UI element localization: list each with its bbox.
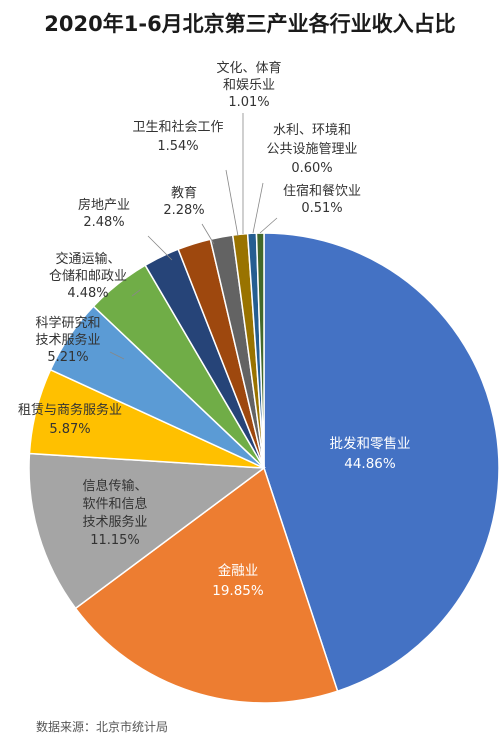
slice-category-label: 卫生和社会工作 xyxy=(132,119,223,135)
slice-category-label: 文化、体育 xyxy=(216,60,281,76)
slice-value-label: 1.01% xyxy=(228,95,269,110)
slice-category-label: 水利、环境和 xyxy=(273,123,351,138)
slice-value-label: 5.87% xyxy=(49,422,90,437)
leader-line xyxy=(225,169,239,237)
slice-value-label: 11.15% xyxy=(90,533,140,548)
chart-title: 2020年1-6月北京第三产业各行业收入占比 xyxy=(44,12,456,36)
slice-value-label: 44.86% xyxy=(344,456,396,472)
leader-line xyxy=(252,182,264,234)
leader-line xyxy=(109,351,125,360)
pie-slice xyxy=(28,452,267,610)
slice-value-label: 0.51% xyxy=(301,201,342,216)
slice-value-label: 2.28% xyxy=(163,203,204,218)
slice-value-label: 19.85% xyxy=(212,583,264,599)
pie-slice xyxy=(263,232,500,693)
slice-value-label: 1.54% xyxy=(157,139,198,154)
leader-line xyxy=(201,223,215,245)
slice-category-label: 仓储和邮政业 xyxy=(49,269,127,284)
slice-category-label: 租赁与商务服务业 xyxy=(18,402,122,418)
slice-value-label: 5.21% xyxy=(47,350,88,365)
slice-category-label: 交通运输、 xyxy=(55,251,120,267)
slice-category-label: 技术服务业 xyxy=(82,514,147,530)
data-source-note: 数据来源：北京市统计局 xyxy=(36,720,169,734)
leader-line xyxy=(259,217,278,234)
slice-category-label: 住宿和餐饮业 xyxy=(283,183,361,199)
slice-category-label: 房地产业 xyxy=(78,197,130,213)
leader-line xyxy=(131,289,141,297)
pie-slice xyxy=(74,466,339,704)
slice-value-label: 2.48% xyxy=(83,215,124,230)
slice-category-label: 和娱乐业 xyxy=(223,78,275,93)
slice-category-label: 金融业 xyxy=(218,563,259,579)
slice-category-label: 软件和信息 xyxy=(82,496,147,512)
slice-value-label: 4.48% xyxy=(67,286,108,301)
slice-category-label: 科学研究和 xyxy=(35,315,100,331)
slice-category-label: 批发和零售业 xyxy=(330,436,411,452)
slice-category-label: 公共设施管理业 xyxy=(266,142,357,157)
slice-category-label: 技术服务业 xyxy=(35,332,100,348)
slice-category-label: 教育 xyxy=(171,185,197,201)
slice-category-label: 信息传输、 xyxy=(82,478,147,494)
slice-value-label: 0.60% xyxy=(291,161,332,176)
leader-line xyxy=(147,235,173,261)
